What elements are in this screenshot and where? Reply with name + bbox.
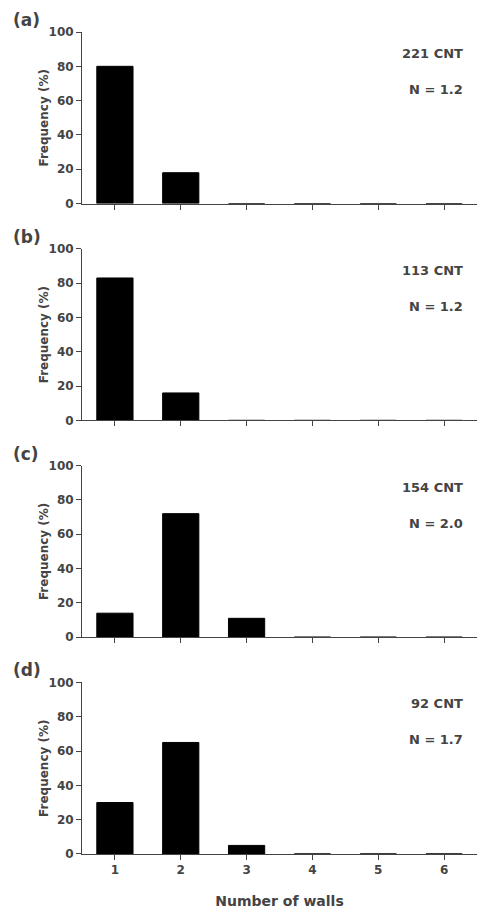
svg-text:60: 60 — [57, 527, 74, 541]
svg-text:0: 0 — [65, 847, 73, 861]
svg-text:154 CNT: 154 CNT — [402, 480, 463, 495]
svg-text:40: 40 — [57, 779, 74, 793]
svg-text:20: 20 — [57, 813, 74, 827]
svg-text:40: 40 — [57, 128, 74, 142]
svg-text:Number of walls: Number of walls — [215, 893, 343, 909]
svg-text:100: 100 — [49, 459, 74, 473]
svg-text:(a): (a) — [13, 10, 40, 30]
svg-text:20: 20 — [57, 379, 74, 393]
svg-text:(b): (b) — [13, 227, 41, 247]
svg-text:80: 80 — [57, 60, 74, 74]
svg-text:0: 0 — [65, 197, 73, 211]
svg-text:Frequency (%): Frequency (%) — [37, 503, 51, 600]
svg-text:(d): (d) — [13, 660, 41, 680]
svg-text:N = 1.2: N = 1.2 — [409, 82, 463, 97]
svg-text:Frequency (%): Frequency (%) — [37, 286, 51, 383]
svg-text:4: 4 — [308, 863, 316, 877]
svg-text:2: 2 — [177, 863, 185, 877]
svg-text:0: 0 — [65, 414, 73, 428]
svg-text:100: 100 — [49, 242, 74, 256]
svg-text:60: 60 — [57, 311, 74, 325]
svg-text:80: 80 — [57, 493, 74, 507]
svg-text:40: 40 — [57, 562, 74, 576]
svg-text:0: 0 — [65, 630, 73, 644]
svg-text:Frequency (%): Frequency (%) — [37, 720, 51, 817]
svg-text:60: 60 — [57, 744, 74, 758]
svg-text:1: 1 — [111, 863, 119, 877]
svg-text:100: 100 — [49, 676, 74, 690]
svg-text:5: 5 — [374, 863, 382, 877]
svg-text:N = 1.7: N = 1.7 — [409, 732, 463, 747]
svg-text:Frequency (%): Frequency (%) — [37, 69, 51, 166]
svg-text:80: 80 — [57, 276, 74, 290]
svg-text:92 CNT: 92 CNT — [411, 696, 463, 711]
svg-text:40: 40 — [57, 345, 74, 359]
svg-text:3: 3 — [242, 863, 250, 877]
svg-text:221 CNT: 221 CNT — [402, 46, 463, 61]
svg-text:N = 2.0: N = 2.0 — [409, 516, 463, 531]
svg-text:113 CNT: 113 CNT — [402, 263, 463, 278]
svg-text:20: 20 — [57, 162, 74, 176]
svg-text:(c): (c) — [13, 444, 39, 464]
svg-text:N = 1.2: N = 1.2 — [409, 299, 463, 314]
svg-text:100: 100 — [49, 25, 74, 39]
svg-text:60: 60 — [57, 94, 74, 108]
svg-text:6: 6 — [440, 863, 448, 877]
svg-text:20: 20 — [57, 596, 74, 610]
svg-text:80: 80 — [57, 710, 74, 724]
